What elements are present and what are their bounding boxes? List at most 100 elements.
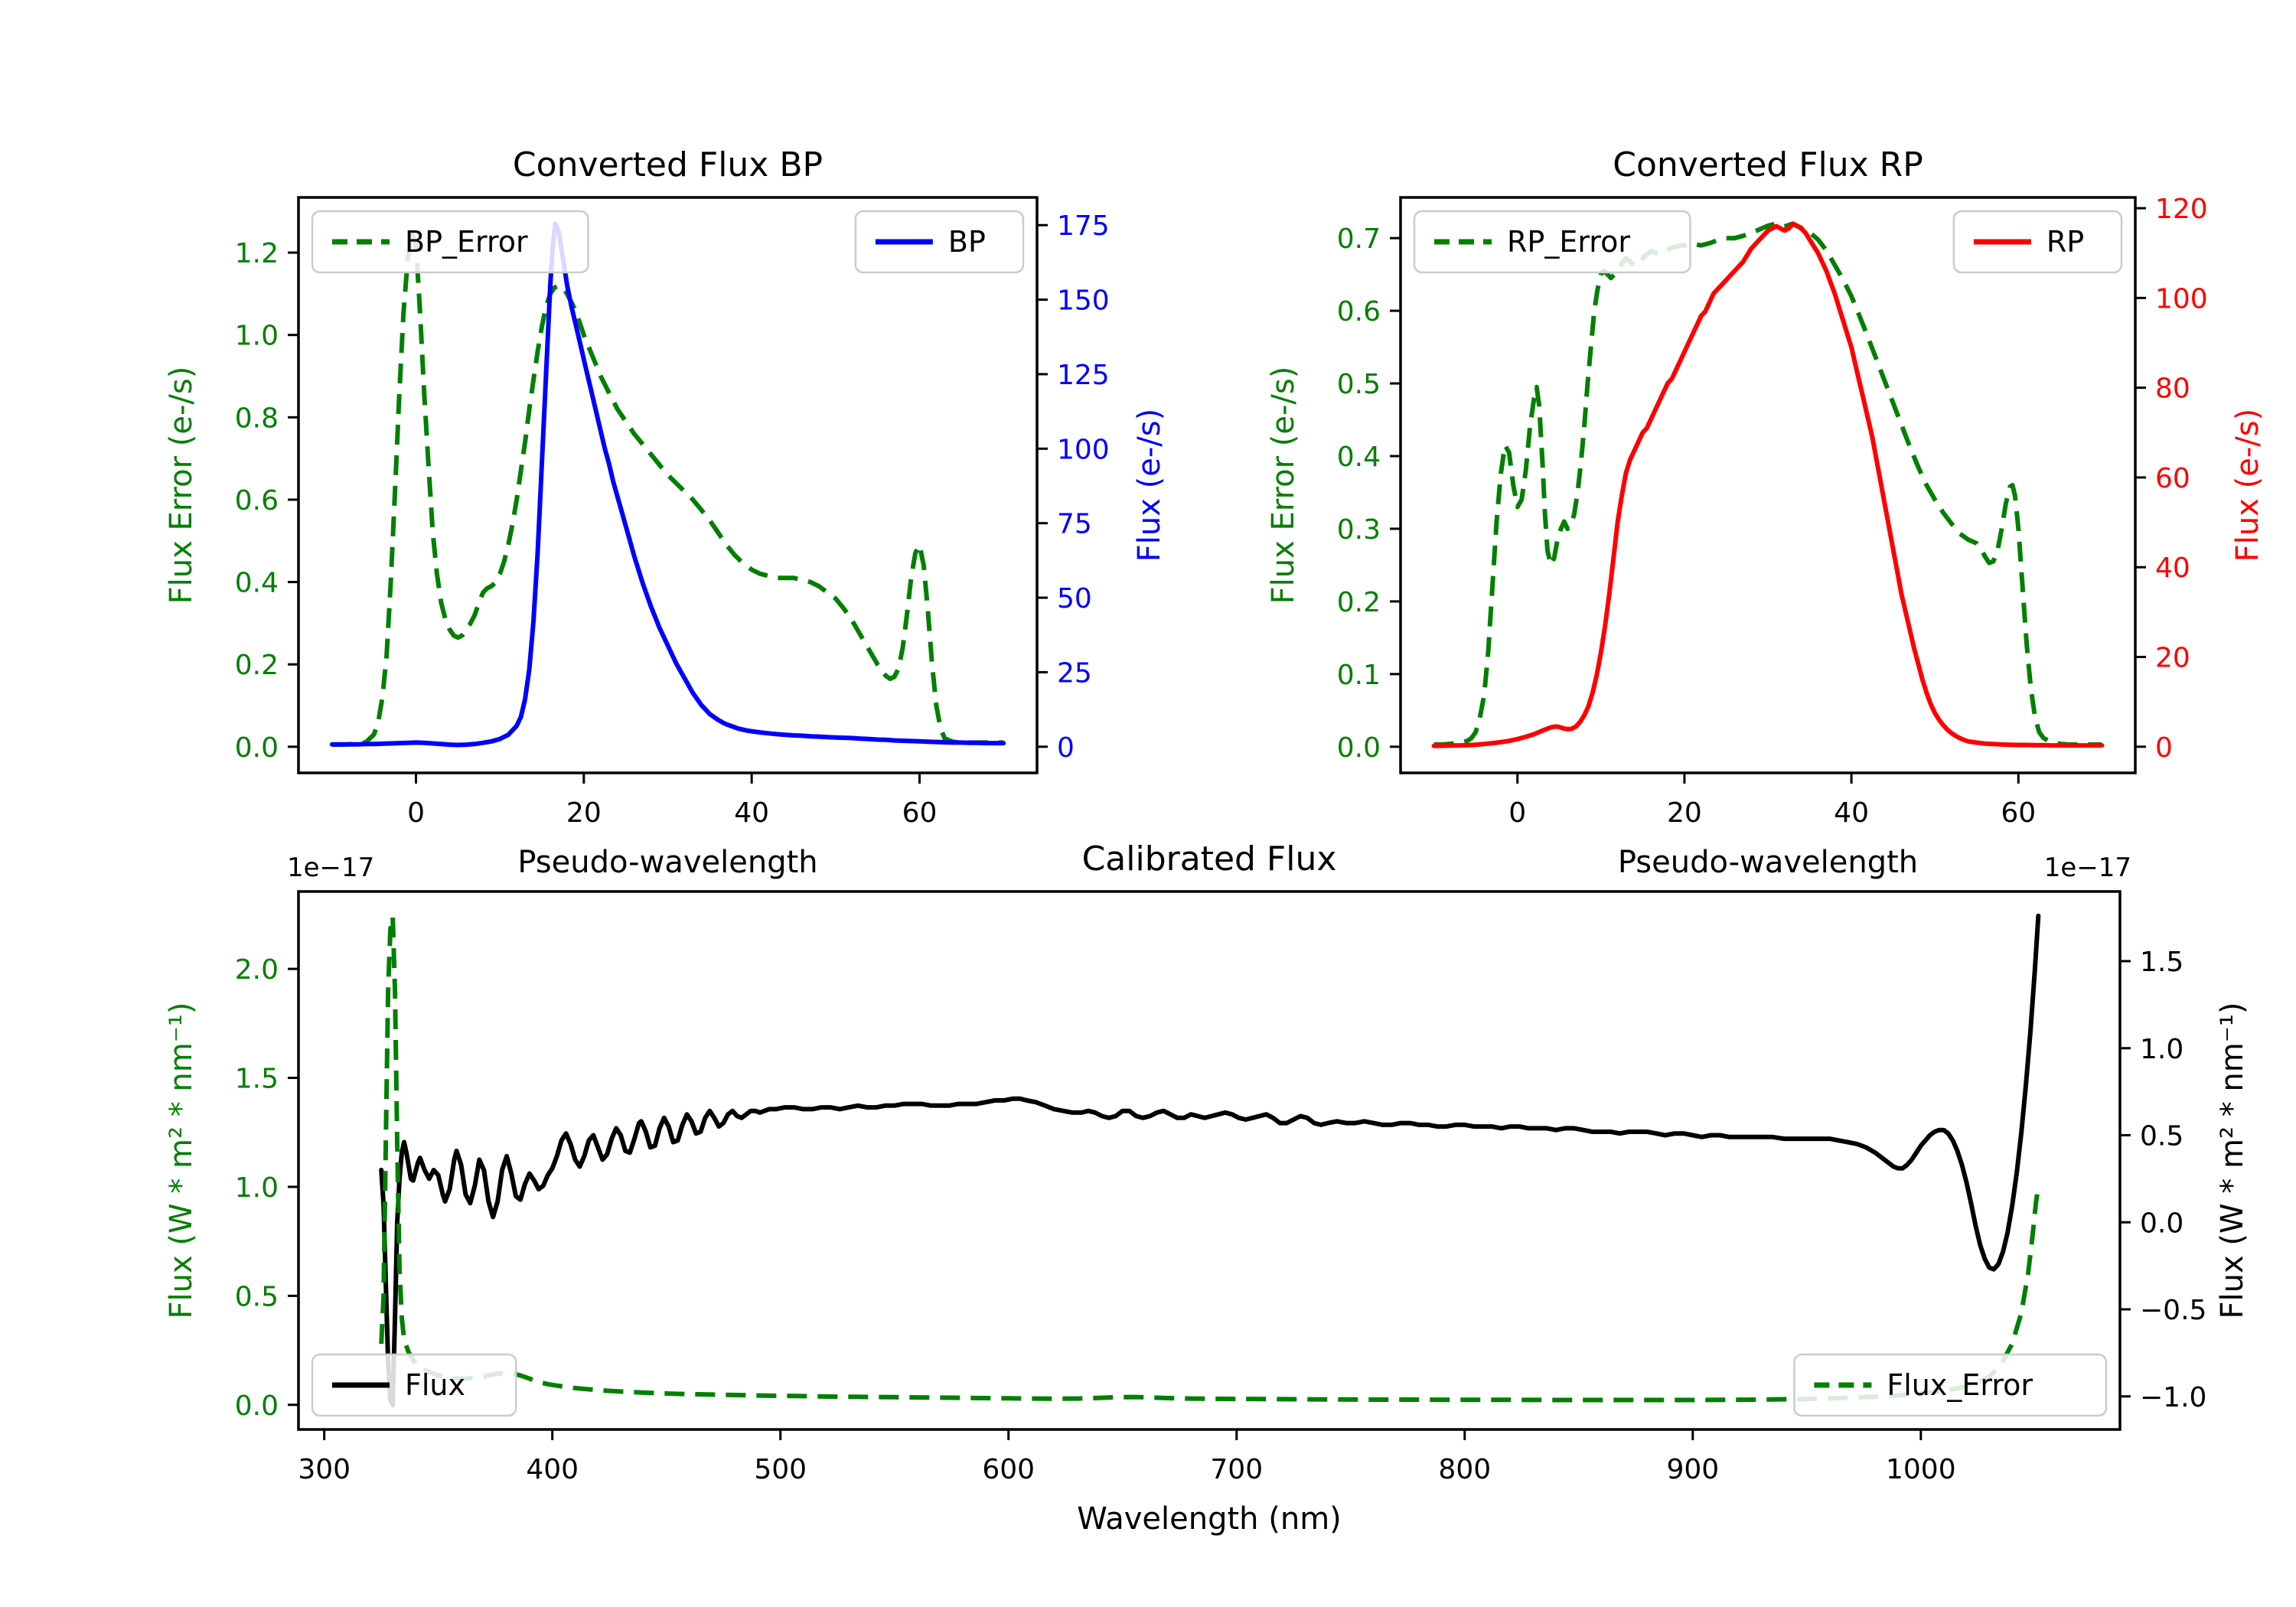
x-tick-label: 20 — [1667, 797, 1702, 829]
rp-right-axis-ticks: 0 20 40 60 80 100 120 — [2135, 194, 2208, 764]
left-tick-label: 2.0 — [235, 954, 279, 986]
right-tick-label: 40 — [2155, 553, 2190, 584]
right-tick-label: 60 — [2155, 463, 2190, 494]
legend-box — [854, 210, 1025, 274]
left-tick-label: 0.4 — [235, 568, 279, 599]
legend-RP-label: RP — [2047, 225, 2084, 259]
left-tick-label: 0.8 — [235, 403, 279, 434]
calibrated-right-ylabel: Flux (W * m² * nm⁻¹) — [2215, 1002, 2250, 1319]
left-tick-label: 0.2 — [1337, 587, 1381, 618]
x-tick-label: 60 — [902, 797, 938, 829]
right-tick-label: 80 — [2155, 373, 2190, 405]
right-tick-label: 120 — [2155, 194, 2208, 225]
legend-box — [1952, 210, 2123, 274]
legend-box — [1793, 1353, 2108, 1417]
left-tick-label: 0.6 — [1337, 296, 1381, 328]
calibrated-series-group — [379, 913, 2041, 1408]
left-tick-label: 0.0 — [235, 732, 279, 764]
x-tick-label: 500 — [754, 1454, 807, 1485]
right-tick-label: 20 — [2155, 643, 2190, 674]
legend-RP_Error-label: RP_Error — [1507, 225, 1630, 259]
x-tick-label: 300 — [298, 1454, 351, 1485]
legend-RP_Error: RP_Error — [1413, 210, 1691, 274]
right-tick-label: −1.0 — [2140, 1382, 2206, 1413]
x-tick-label: 20 — [566, 797, 602, 829]
right-tick-label: 175 — [1057, 210, 1110, 242]
bp-left-ylabel: Flux Error (e-/s) — [164, 367, 199, 605]
bp-right-axis-ticks: 0 25 50 75 100 125 150 175 — [1037, 210, 1110, 764]
left-tick-label: 1.0 — [235, 1172, 279, 1204]
calibrated-xlabel: Wavelength (nm) — [1077, 1501, 1342, 1537]
calibrated-left-offset-text: 1e−17 — [287, 852, 374, 883]
right-tick-label: −0.5 — [2140, 1295, 2206, 1326]
right-tick-label: 100 — [1057, 434, 1110, 465]
bp-xlabel: Pseudo-wavelength — [517, 845, 817, 880]
bp-chart: 0 20 40 60 0.0 0.2 0.4 0.6 0.8 1.0 1.2 0 25 50 75 100 12… — [164, 145, 1167, 880]
left-tick-label: 0.0 — [235, 1390, 279, 1422]
calibrated-right-axis-ticks: −1.0 −0.5 0.0 0.5 1.0 1.5 — [2120, 947, 2206, 1413]
legend-Flux_Error: Flux_Error — [1793, 1353, 2108, 1417]
right-tick-label: 125 — [1057, 360, 1110, 391]
calibrated-axes-box — [297, 890, 2122, 1431]
x-tick-label: 0 — [1508, 797, 1526, 829]
rp-series-group — [1431, 221, 2105, 748]
rp-axes-box — [1399, 196, 2137, 774]
left-tick-label: 1.2 — [235, 238, 279, 269]
left-tick-label: 0.6 — [235, 485, 279, 517]
legend-box — [311, 1353, 517, 1417]
right-tick-label: 50 — [1057, 583, 1092, 614]
calibrated-x-axis-ticks: 300 400 500 600 700 800 900 1000 — [298, 1429, 1956, 1485]
x-tick-label: 400 — [526, 1454, 579, 1485]
rp-left-ylabel: Flux Error (e-/s) — [1266, 367, 1301, 605]
left-tick-label: 0.5 — [1337, 369, 1381, 400]
rp-left-axis-ticks: 0.0 0.1 0.2 0.3 0.4 0.5 0.6 0.7 — [1337, 223, 1401, 764]
x-tick-label: 40 — [1834, 797, 1869, 829]
left-tick-label: 0.1 — [1337, 660, 1381, 691]
series-BP — [329, 221, 1006, 748]
bp-x-axis-ticks: 0 20 40 60 — [407, 773, 937, 829]
x-tick-label: 900 — [1666, 1454, 1719, 1485]
rp-xlabel: Pseudo-wavelength — [1618, 845, 1918, 880]
bp-axes-box — [297, 196, 1039, 774]
bp-series-group — [329, 221, 1006, 748]
left-tick-label: 0.4 — [1337, 442, 1381, 473]
left-tick-label: 1.5 — [235, 1064, 279, 1095]
calibrated-left-ylabel: Flux (W * m² * nm⁻¹) — [164, 1002, 199, 1319]
calibrated-left-axis-ticks: 0.0 0.5 1.0 1.5 2.0 — [235, 954, 298, 1422]
rp-title: Converted Flux RP — [1613, 145, 1923, 184]
x-tick-label: 600 — [982, 1454, 1035, 1485]
left-tick-label: 1.0 — [235, 321, 279, 352]
left-tick-label: 0.2 — [235, 650, 279, 681]
series-RP — [1431, 221, 2105, 748]
calibrated-right-offset-text: 1e−17 — [2044, 852, 2131, 883]
x-tick-label: 800 — [1438, 1454, 1491, 1485]
bp-right-ylabel: Flux (e-/s) — [1132, 409, 1167, 562]
right-tick-label: 0 — [1057, 732, 1075, 764]
calibrated-flux-chart: 300 400 500 600 700 800 900 1000 0.0 0.5 1.0 1.5 2.0… — [164, 839, 2250, 1537]
legend-BP: BP — [854, 210, 1025, 274]
right-tick-label: 150 — [1057, 285, 1110, 317]
x-tick-label: 0 — [407, 797, 425, 829]
right-tick-label: 1.5 — [2140, 947, 2183, 978]
left-tick-label: 0.3 — [1337, 514, 1381, 546]
right-tick-label: 25 — [1057, 657, 1092, 689]
series-BP_Error — [331, 230, 1004, 748]
legend-Flux_Error-label: Flux_Error — [1887, 1368, 2033, 1402]
legend-box — [1413, 210, 1691, 274]
left-tick-label: 0.7 — [1337, 223, 1381, 255]
legend-Flux: Flux — [311, 1353, 517, 1417]
right-tick-label: 0 — [2155, 732, 2173, 764]
right-tick-label: 1.0 — [2140, 1034, 2183, 1065]
rp-x-axis-ticks: 0 20 40 60 — [1508, 773, 2036, 829]
right-tick-label: 0.0 — [2140, 1208, 2183, 1239]
x-tick-label: 60 — [2001, 797, 2036, 829]
series-Flux_Error — [379, 914, 2041, 1403]
legend-Flux-label: Flux — [405, 1368, 465, 1402]
right-tick-label: 100 — [2155, 283, 2208, 315]
legend-RP: RP — [1952, 210, 2123, 274]
right-tick-label: 0.5 — [2140, 1121, 2183, 1152]
legend-BP_Error: BP_Error — [311, 210, 589, 274]
legend-BP-label: BP — [948, 225, 986, 259]
